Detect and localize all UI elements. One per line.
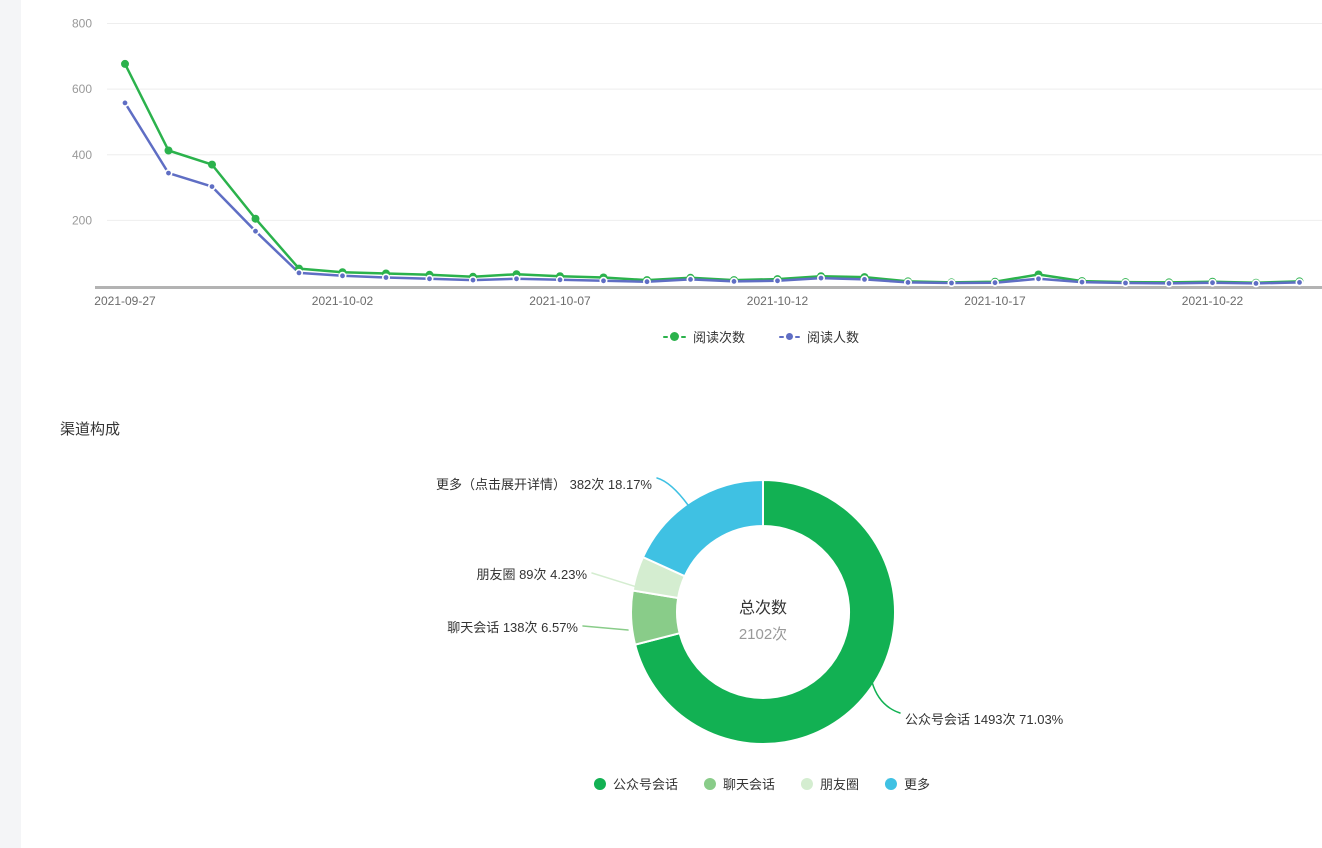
legend-item-moments[interactable]: 朋友圈 <box>801 774 859 793</box>
slice-label-more-expand[interactable]: 更多（点击展开详情） 382次 18.17% <box>435 477 652 492</box>
section-title-channel-composition: 渠道构成 <box>60 421 121 438</box>
svg-text:2021-10-12: 2021-10-12 <box>747 294 809 308</box>
legend-item-read-users[interactable]: 阅读人数 <box>779 327 859 346</box>
legend-item-chat-session[interactable]: 聊天会话 <box>703 774 775 793</box>
legend-item-read-count[interactable]: 阅读次数 <box>662 327 745 346</box>
svg-text:2021-10-07: 2021-10-07 <box>529 294 591 308</box>
channel-donut-chart <box>582 477 901 745</box>
pie-legend-dot-icon <box>593 777 606 790</box>
legend-label: 公众号会话 <box>612 777 678 792</box>
pie-legend-dot-icon <box>885 777 898 790</box>
legend-label: 更多 <box>904 777 931 792</box>
line-chart-legend: 阅读次数 阅读人数 <box>662 327 859 346</box>
legend-item-more[interactable]: 更多 <box>885 774 930 793</box>
slice-label-moments: 朋友圈 89次 4.23% <box>476 567 587 582</box>
svg-text:2021-10-17: 2021-10-17 <box>964 294 1026 308</box>
left-gutter <box>0 0 21 848</box>
read-trend-line-chart: 200 400 600 800 2021-09-27 2021-10-02 2021-10-… <box>72 17 1322 308</box>
svg-text:2021-10-02: 2021-10-02 <box>312 294 374 308</box>
svg-text:800: 800 <box>72 17 92 31</box>
slice-label-chat-session: 聊天会话 138次 6.57% <box>447 620 578 635</box>
line-series-marker-icon <box>779 333 800 340</box>
pie-legend-dot-icon <box>801 777 813 790</box>
line-series-marker-icon <box>662 332 686 341</box>
svg-text:2021-09-27: 2021-09-27 <box>94 294 156 308</box>
legend-label: 阅读人数 <box>807 330 860 345</box>
pie-legend-dot-icon <box>703 777 716 790</box>
svg-text:600: 600 <box>72 82 92 96</box>
donut-center-label: 总次数 2102次 <box>683 594 843 644</box>
legend-label: 聊天会话 <box>722 777 775 792</box>
legend-label: 阅读次数 <box>692 330 745 345</box>
svg-text:400: 400 <box>72 148 92 162</box>
donut-center-value: 2102次 <box>738 626 788 643</box>
legend-label: 朋友圈 <box>820 777 860 792</box>
svg-text:200: 200 <box>72 213 92 227</box>
donut-center-title: 总次数 <box>738 600 787 617</box>
legend-item-official-account-session[interactable]: 公众号会话 <box>593 774 678 793</box>
svg-text:2021-10-22: 2021-10-22 <box>1182 294 1244 308</box>
donut-legend: 公众号会话 聊天会话 朋友圈 更多 <box>593 774 930 793</box>
slice-label-official-account-session: 公众号会话 1493次 71.03% <box>905 712 1064 727</box>
